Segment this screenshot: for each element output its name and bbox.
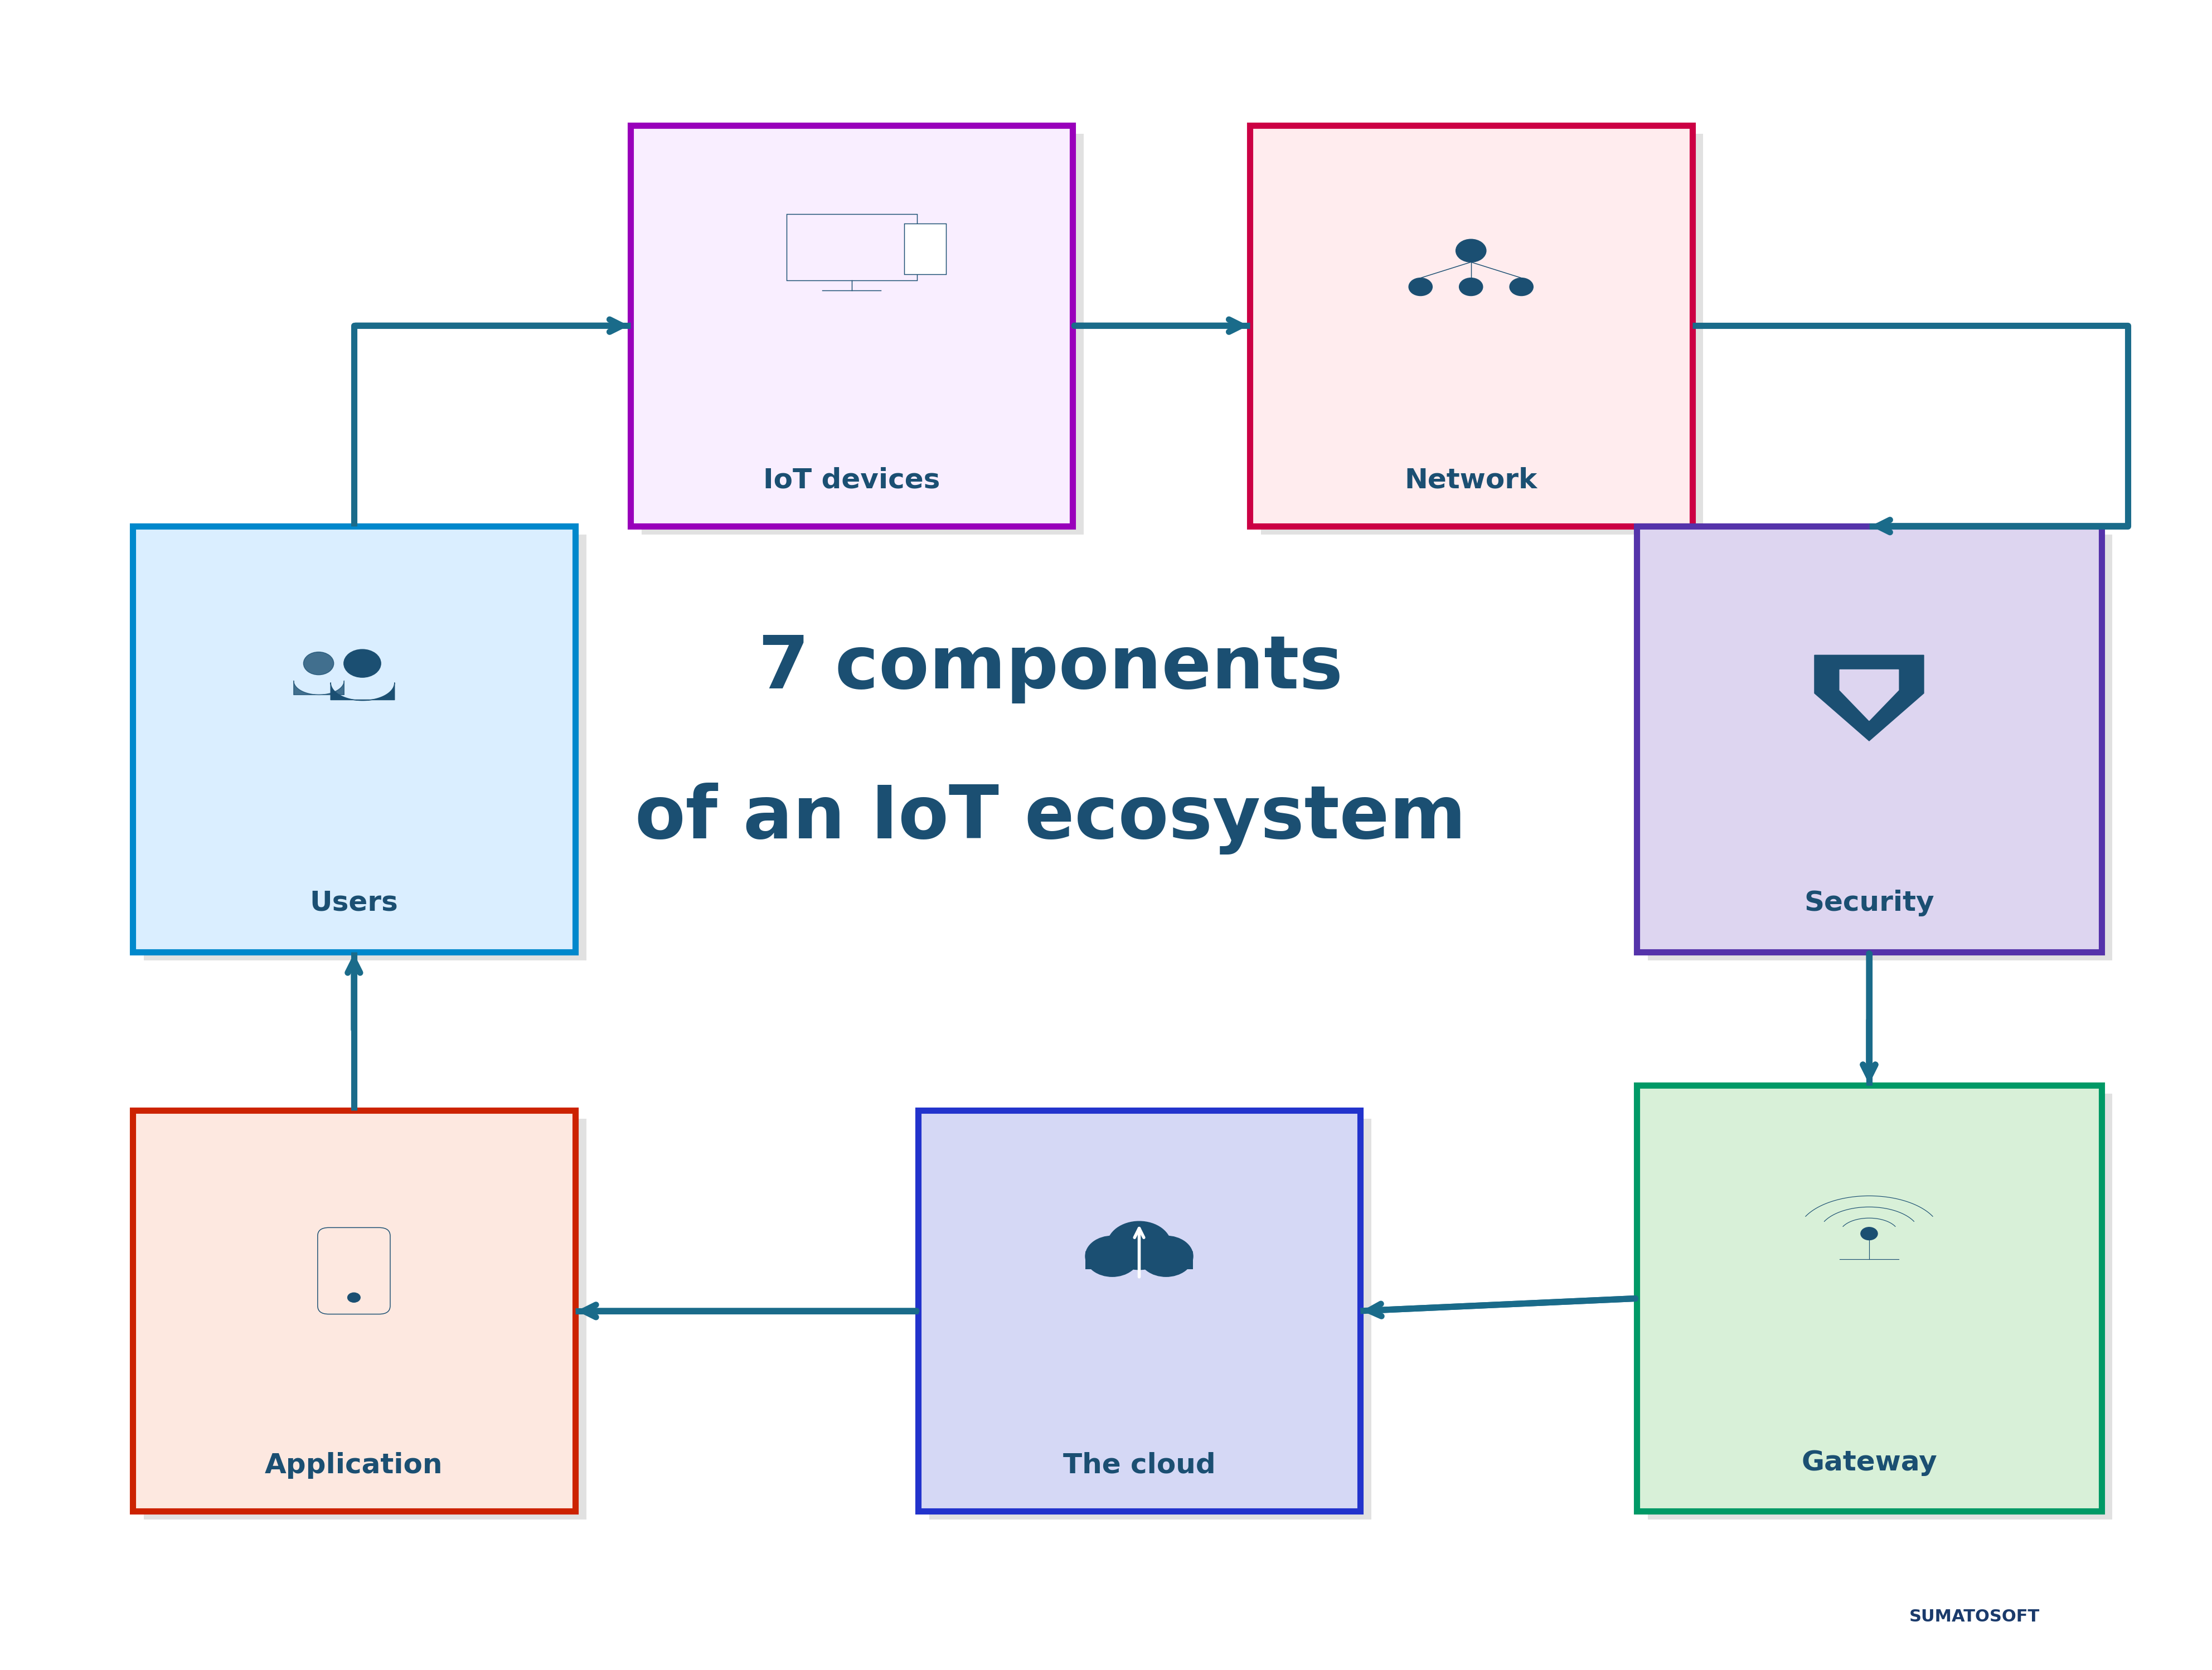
FancyBboxPatch shape	[144, 534, 586, 960]
FancyBboxPatch shape	[1086, 1251, 1192, 1269]
Circle shape	[1460, 277, 1482, 296]
FancyBboxPatch shape	[133, 526, 575, 952]
Circle shape	[1455, 239, 1486, 262]
Text: The cloud: The cloud	[1064, 1451, 1214, 1478]
FancyBboxPatch shape	[1637, 526, 2101, 952]
Text: Users: Users	[310, 890, 398, 917]
Polygon shape	[1814, 655, 1924, 741]
Text: Security: Security	[1805, 890, 1933, 917]
Circle shape	[1860, 1227, 1878, 1239]
Text: IoT devices: IoT devices	[763, 466, 940, 493]
Text: of an IoT ecosystem: of an IoT ecosystem	[635, 782, 1467, 855]
FancyBboxPatch shape	[905, 224, 947, 274]
Text: 7 components: 7 components	[759, 633, 1343, 703]
Polygon shape	[1840, 670, 1898, 720]
Circle shape	[1509, 277, 1533, 296]
Text: Network: Network	[1405, 466, 1537, 493]
FancyBboxPatch shape	[1250, 125, 1692, 526]
Circle shape	[343, 650, 380, 678]
FancyBboxPatch shape	[630, 125, 1073, 526]
FancyBboxPatch shape	[144, 1119, 586, 1520]
FancyBboxPatch shape	[1648, 1094, 2112, 1520]
FancyBboxPatch shape	[1648, 534, 2112, 960]
Circle shape	[1108, 1221, 1170, 1269]
FancyBboxPatch shape	[641, 134, 1084, 534]
FancyBboxPatch shape	[133, 1111, 575, 1511]
FancyBboxPatch shape	[1637, 1086, 2101, 1511]
FancyBboxPatch shape	[1261, 134, 1703, 534]
Circle shape	[1409, 277, 1433, 296]
Circle shape	[1086, 1236, 1139, 1276]
Circle shape	[347, 1293, 361, 1303]
Text: Gateway: Gateway	[1801, 1450, 1938, 1476]
Circle shape	[303, 651, 334, 675]
FancyBboxPatch shape	[918, 1111, 1360, 1511]
Text: SUMATOSOFT: SUMATOSOFT	[1909, 1608, 2039, 1625]
Circle shape	[1139, 1236, 1192, 1276]
Text: Application: Application	[265, 1451, 442, 1478]
FancyBboxPatch shape	[929, 1119, 1371, 1520]
